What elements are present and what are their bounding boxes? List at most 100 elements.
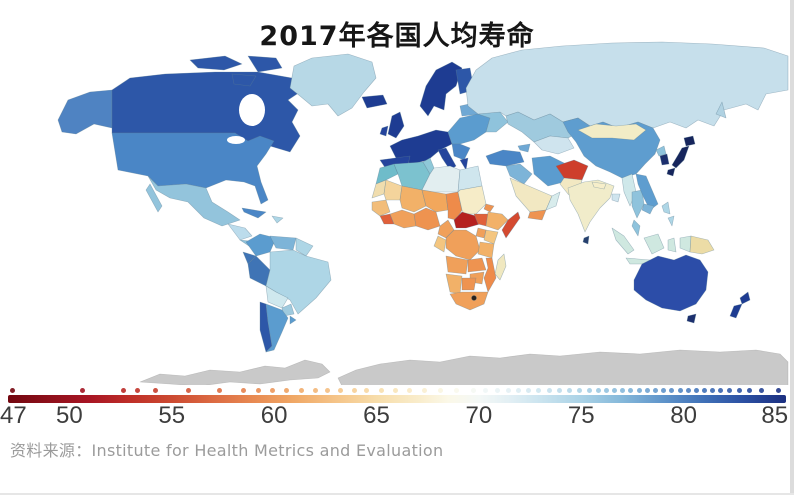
country-value-dot [546, 388, 552, 393]
region-alaska [57, 89, 113, 135]
country-value-dot [378, 388, 384, 393]
region-eastern-europe [447, 113, 491, 145]
region-senegal-guinea [371, 199, 391, 217]
region-bangladesh [611, 193, 621, 203]
region-madagascar [494, 253, 507, 281]
country-value-dot [759, 388, 765, 393]
country-value-dot [685, 388, 691, 393]
region-sulawesi [667, 237, 677, 253]
region-bolivia [265, 285, 289, 309]
region-vietnam-laos [635, 173, 659, 211]
country-value-dot [677, 388, 683, 393]
country-value-dot [325, 388, 331, 393]
page-right-edge [790, 0, 794, 495]
country-value-dot-strip [8, 386, 786, 395]
region-yemen [527, 209, 547, 221]
country-value-dot [298, 388, 304, 393]
region-iceland [361, 94, 388, 109]
region-argentina [265, 303, 289, 353]
country-value-dot [595, 388, 601, 393]
country-value-dot [636, 388, 642, 393]
region-somalia [501, 211, 521, 239]
region-mozambique [483, 257, 497, 293]
tick-label-80: 80 [670, 402, 697, 429]
region-tasmania [686, 313, 697, 324]
region-congo-gabon [433, 235, 447, 253]
region-brazil [265, 249, 332, 315]
life-expectancy-colorbar [8, 395, 786, 403]
region-greenland [289, 53, 377, 117]
region-ghana-cote-divoire [389, 209, 417, 229]
region-malaysia [631, 219, 641, 237]
country-value-dot [505, 388, 511, 393]
region-eritrea [483, 203, 495, 213]
country-value-dot [134, 388, 140, 393]
region-afghanistan [555, 159, 589, 181]
source-attribution: 资料来源：Institute for Health Metrics and Ev… [10, 441, 444, 460]
tick-label-75: 75 [567, 402, 595, 429]
region-peru [247, 255, 271, 287]
region-cambodia [641, 203, 655, 215]
region-lesotho [471, 295, 477, 301]
country-value-dot [79, 388, 85, 393]
tick-label-47: 47 [0, 402, 27, 429]
region-tanzania [477, 241, 495, 259]
country-value-dot [669, 388, 675, 393]
region-japan [683, 135, 696, 147]
country-value-dot [515, 388, 521, 393]
region-philippines [667, 215, 675, 227]
region-philippines [661, 201, 671, 215]
region-mexico [147, 175, 241, 227]
country-value-dot [775, 388, 781, 393]
tick-label-85: 85 [761, 402, 789, 429]
country-value-dot [337, 388, 343, 393]
page-title: 2017年各国人均寿命 [259, 21, 535, 52]
country-value-dot [612, 388, 618, 393]
page-bottom-edge [0, 493, 794, 495]
region-canadian-arctic-island [231, 73, 257, 87]
country-value-dot [186, 388, 192, 393]
region-nigeria [413, 207, 441, 231]
country-value-dot [702, 388, 708, 393]
region-mongolia [577, 123, 647, 141]
country-value-dot [216, 388, 222, 393]
region-india [567, 179, 615, 233]
region-central-asia [533, 135, 575, 155]
region-uruguay [289, 315, 297, 325]
region-mauritania [383, 179, 403, 201]
country-value-dot [392, 388, 398, 393]
country-value-dot [536, 388, 542, 393]
region-greece [459, 157, 469, 171]
hudson-bay-water [239, 94, 265, 126]
country-value-dot [241, 388, 247, 393]
country-value-dot [577, 388, 583, 393]
region-caucasus [517, 143, 531, 153]
world-choropleth-map [57, 41, 789, 385]
region-antarctica [337, 349, 789, 385]
country-value-dot [652, 388, 658, 393]
tick-label-70: 70 [465, 402, 493, 429]
region-ethiopia [485, 211, 509, 231]
region-new-zealand [739, 291, 751, 305]
tick-label-50: 50 [56, 402, 83, 429]
country-value-dot [364, 388, 370, 393]
country-value-dot [407, 388, 413, 393]
region-kenya [483, 229, 499, 245]
region-australia [633, 254, 709, 312]
country-value-dot [718, 388, 724, 393]
country-value-dot [470, 388, 476, 393]
country-value-dot [153, 388, 159, 393]
region-zambia [467, 257, 487, 273]
region-sudan [457, 185, 487, 215]
country-value-dot [587, 388, 593, 393]
country-value-dot [693, 388, 699, 393]
region-ireland [379, 125, 389, 137]
region-oman [545, 191, 561, 211]
region-uganda [475, 227, 487, 239]
region-antarctica [139, 359, 331, 385]
tick-label-60: 60 [260, 402, 288, 429]
country-value-dot [495, 388, 501, 393]
country-value-dot [628, 388, 634, 393]
country-value-dot [661, 388, 667, 393]
region-angola [445, 255, 469, 275]
